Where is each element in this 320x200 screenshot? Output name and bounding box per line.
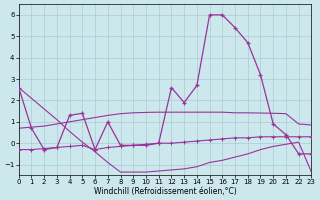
X-axis label: Windchill (Refroidissement éolien,°C): Windchill (Refroidissement éolien,°C)	[94, 187, 236, 196]
